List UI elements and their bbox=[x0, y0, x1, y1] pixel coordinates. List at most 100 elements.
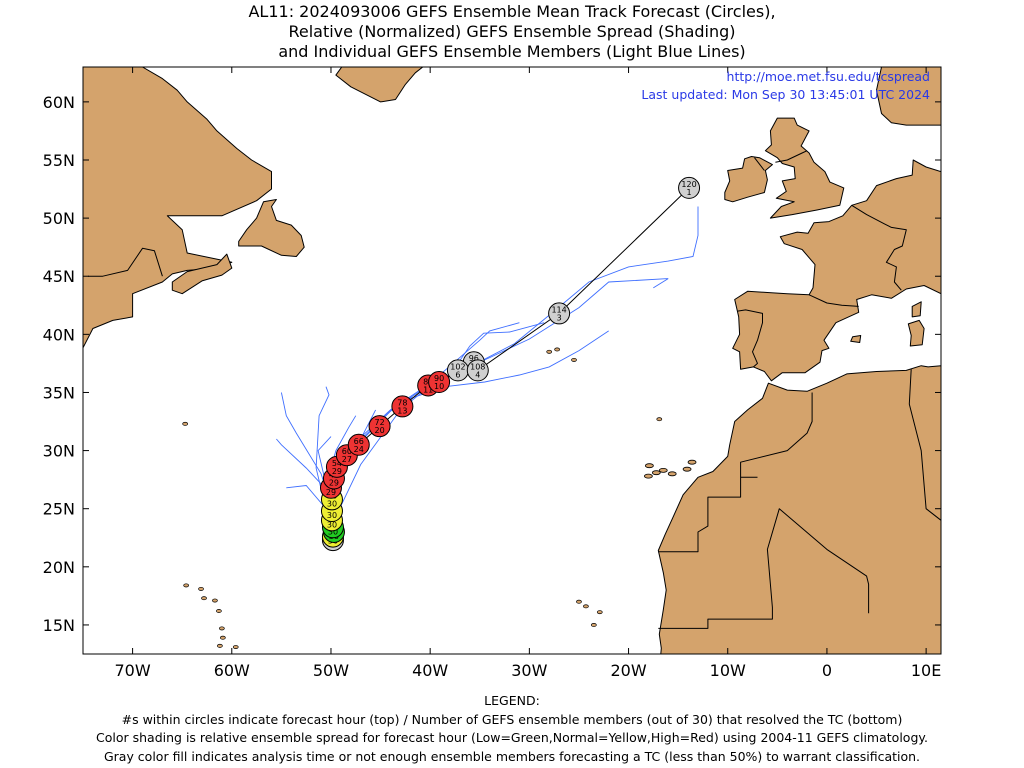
canary-island bbox=[682, 466, 692, 472]
country-border bbox=[754, 157, 765, 171]
title-line-1: AL11: 2024093006 GEFS Ensemble Mean Trac… bbox=[248, 2, 776, 21]
country-border bbox=[737, 309, 763, 368]
small-island bbox=[183, 583, 190, 588]
small-island bbox=[596, 610, 603, 615]
lat-tick-label: 50N bbox=[43, 209, 75, 228]
small-island bbox=[219, 626, 225, 631]
member-count-label: 24 bbox=[354, 445, 364, 454]
small-island bbox=[576, 599, 582, 604]
member-count-label: 13 bbox=[397, 406, 407, 415]
forecast-hour-label: 114 bbox=[551, 305, 566, 314]
legend-heading: LEGEND: bbox=[484, 693, 540, 708]
forecast-hour-label: 120 bbox=[681, 180, 696, 189]
canary-island bbox=[643, 473, 653, 479]
canary-island bbox=[687, 459, 697, 465]
ensemble-mean-track: 0306301230183024303030363042294829542960… bbox=[319, 176, 701, 552]
forecast-hour-label: 66 bbox=[354, 437, 364, 446]
mallorca-land bbox=[850, 335, 862, 343]
lon-tick-label: 10E bbox=[911, 661, 941, 680]
member-count-label: 1 bbox=[687, 188, 692, 197]
small-island bbox=[583, 604, 589, 609]
small-island bbox=[212, 657, 217, 660]
canary-island bbox=[667, 471, 677, 477]
forecast-hour-label: 72 bbox=[374, 418, 384, 427]
member-count-label: 6 bbox=[455, 370, 460, 379]
member-count-label: 30 bbox=[327, 499, 337, 508]
lat-tick-label: 45N bbox=[43, 267, 75, 286]
member-count-label: 29 bbox=[326, 488, 336, 497]
member-count-label: 27 bbox=[342, 455, 352, 464]
canary-island bbox=[658, 467, 668, 473]
title-line-3: and Individual GEFS Ensemble Members (Li… bbox=[278, 42, 746, 61]
lon-tick-label: 70W bbox=[115, 661, 151, 680]
small-island bbox=[571, 357, 577, 362]
country-border bbox=[740, 392, 813, 478]
member-count-label: 11 bbox=[423, 385, 433, 394]
member-count-label: 20 bbox=[374, 426, 384, 435]
member-count-label: 29 bbox=[329, 478, 339, 487]
newfoundland-land bbox=[238, 199, 305, 257]
forecast-hour-label: 90 bbox=[434, 374, 444, 383]
forecast-hour-label: 102 bbox=[450, 362, 465, 371]
last-updated: Last updated: Mon Sep 30 13:45:01 UTC 20… bbox=[641, 87, 930, 102]
nova-scotia-land bbox=[171, 253, 233, 295]
member-count-label: 30 bbox=[328, 527, 338, 536]
africa-land bbox=[652, 365, 941, 654]
forecast-circle bbox=[428, 371, 451, 394]
forecast-circle bbox=[548, 302, 571, 325]
small-island bbox=[590, 622, 597, 627]
great-britain-land bbox=[764, 117, 845, 219]
lon-tick-label: 10W bbox=[710, 661, 746, 680]
country-border bbox=[851, 204, 907, 291]
lon-tick-label: 20W bbox=[610, 661, 646, 680]
small-island bbox=[212, 598, 218, 603]
map-frame bbox=[82, 66, 942, 655]
country-border bbox=[88, 247, 163, 277]
source-url[interactable]: http://moe.met.fsu.edu/tcspread bbox=[727, 69, 930, 84]
forecast-hour-label: 78 bbox=[397, 398, 407, 407]
forecast-circle bbox=[368, 415, 391, 438]
member-count-label: 10 bbox=[434, 382, 444, 391]
greenland-land bbox=[335, 67, 424, 103]
small-island bbox=[220, 635, 226, 640]
small-island bbox=[656, 417, 663, 422]
axis-ticks: 70W 60W 50W 40W 30W 20W 10W 0 10E 15N 20N 25N 30N 35N… bbox=[43, 67, 941, 680]
lon-tick-label: 30W bbox=[511, 661, 547, 680]
member-count-label: 30 bbox=[327, 520, 337, 529]
legend-line-1: #s within circles indicate forecast hour… bbox=[121, 711, 903, 727]
lat-tick-label: 35N bbox=[43, 383, 75, 402]
forecast-circle bbox=[391, 395, 414, 418]
lat-tick-label: 40N bbox=[43, 325, 75, 344]
lat-tick-label: 60N bbox=[43, 93, 75, 112]
small-island bbox=[201, 596, 207, 601]
corsica-land bbox=[911, 301, 922, 318]
country-border bbox=[808, 294, 859, 307]
country-border bbox=[775, 150, 808, 163]
forecast-hour-label: 108 bbox=[470, 362, 485, 371]
title-line-2: Relative (Normalized) GEFS Ensemble Spre… bbox=[288, 22, 736, 41]
north-america-land bbox=[83, 67, 272, 349]
lon-tick-label: 50W bbox=[313, 661, 349, 680]
member-count-label: 30 bbox=[327, 511, 337, 520]
forecast-hour-label: 54 bbox=[332, 459, 342, 468]
country-border bbox=[908, 369, 941, 521]
lon-tick-label: 0 bbox=[822, 661, 832, 680]
continental-europe-land bbox=[732, 67, 941, 382]
lat-tick-label: 20N bbox=[43, 558, 75, 577]
small-island bbox=[554, 347, 560, 352]
legend-line-2: Color shading is relative ensemble sprea… bbox=[96, 730, 928, 745]
canary-island bbox=[651, 470, 661, 476]
small-island bbox=[216, 609, 222, 613]
small-island bbox=[232, 645, 239, 649]
small-island bbox=[546, 349, 553, 354]
forecast-circle bbox=[678, 176, 701, 199]
